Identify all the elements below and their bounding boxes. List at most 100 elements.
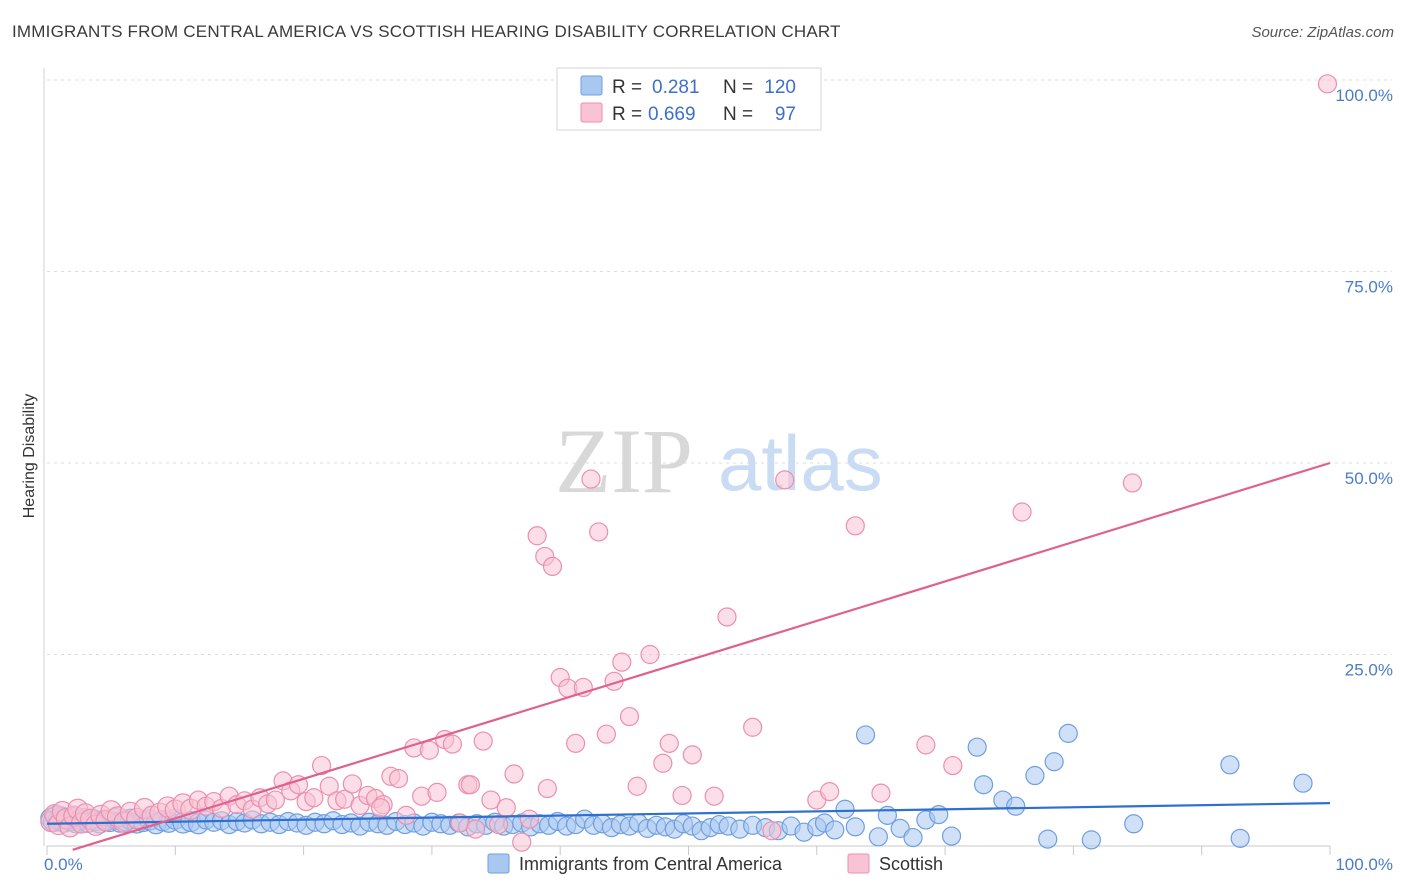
y-tick-label-75: 75.0% — [1345, 278, 1393, 297]
point-central-america-111 — [967, 737, 987, 757]
point-scottish-87 — [672, 785, 692, 806]
point-scottish-41 — [304, 788, 324, 808]
source-label: Source: ZipAtlas.com — [1251, 24, 1394, 41]
point-central-america-104 — [868, 827, 888, 847]
point-scottish-91 — [743, 717, 763, 737]
point-central-america-120 — [1124, 814, 1144, 834]
point-scottish-97 — [871, 783, 891, 803]
point-scottish-56 — [419, 740, 439, 760]
bottom-legend-swatch-pink — [847, 853, 870, 874]
point-scottish-99 — [943, 755, 963, 776]
y-tick-label-100: 100.0% — [1335, 86, 1393, 105]
legend-n-value-pink: 97 — [775, 104, 796, 125]
point-central-america-119 — [1081, 830, 1101, 850]
point-scottish-66 — [496, 798, 516, 818]
point-scottish-86 — [659, 733, 679, 753]
legend-top: R = 0.281 N = 120 R = 0.669 N = 97 — [556, 67, 822, 131]
legend-swatch-pink — [580, 102, 603, 123]
watermark-atlas: atlas — [718, 419, 883, 507]
point-central-america-112 — [973, 775, 994, 795]
point-scottish-65 — [489, 814, 509, 835]
point-central-america-116 — [1038, 829, 1058, 849]
point-central-america-115 — [1025, 765, 1045, 786]
x-tick-label-min: 0.0% — [44, 855, 83, 874]
point-central-america-100 — [825, 820, 845, 840]
point-scottish-98 — [916, 735, 936, 755]
point-scottish-85 — [653, 753, 673, 773]
point-central-america-101 — [835, 799, 855, 819]
legend-bottom: Immigrants from Central America Scottish — [487, 853, 943, 874]
point-central-america-110 — [941, 826, 962, 846]
point-scottish-62 — [465, 819, 486, 839]
point-scottish-75 — [565, 733, 586, 753]
point-central-america-114 — [1006, 796, 1026, 816]
point-scottish-83 — [627, 776, 647, 796]
point-scottish-39 — [288, 775, 309, 795]
trend-lines — [46, 461, 1331, 851]
y-tick-labels: 25.0% 50.0% 75.0% 100.0% — [1335, 86, 1393, 680]
legend-r-label-blue: R = — [612, 77, 642, 98]
legend-r-value-blue: 0.281 — [652, 77, 700, 98]
point-scottish-42 — [311, 755, 332, 776]
point-scottish-105 — [537, 778, 557, 799]
point-scottish-68 — [512, 832, 532, 852]
point-scottish-101 — [1122, 473, 1143, 493]
x-tick-label-max: 100.0% — [1335, 855, 1393, 874]
bottom-legend-swatch-blue — [487, 853, 510, 874]
point-scottish-93 — [775, 470, 795, 490]
point-scottish-104 — [460, 775, 480, 795]
point-scottish-88 — [682, 745, 702, 765]
point-central-america-107 — [903, 827, 923, 848]
watermark-zip: ZIP — [555, 410, 693, 512]
point-scottish-92 — [762, 821, 782, 841]
point-central-america-102 — [845, 817, 865, 837]
data-points — [40, 74, 1338, 852]
y-tick-label-50: 50.0% — [1345, 469, 1393, 488]
point-scottish-67 — [504, 764, 524, 784]
point-central-america-121 — [1220, 755, 1240, 775]
point-scottish-46 — [342, 774, 362, 794]
point-scottish-72 — [542, 556, 563, 577]
point-scottish-81 — [612, 652, 632, 672]
point-central-america-123 — [1293, 773, 1313, 793]
point-scottish-57 — [427, 782, 447, 802]
trend-line-scottish — [72, 461, 1331, 851]
point-scottish-52 — [388, 768, 409, 789]
point-scottish-96 — [845, 516, 865, 536]
legend-n-label-pink: N = — [723, 104, 753, 125]
point-scottish-59 — [442, 734, 463, 754]
trend-line-central-america — [46, 802, 1331, 825]
point-scottish-77 — [581, 469, 601, 489]
point-scottish-90 — [717, 607, 737, 627]
grid-lines — [47, 79, 1392, 655]
point-scottish-70 — [527, 526, 547, 546]
bottom-legend-label-blue: Immigrants from Central America — [519, 854, 783, 874]
point-scottish-95 — [820, 782, 840, 802]
y-axis-label: Hearing Disability — [21, 394, 38, 519]
point-scottish-79 — [596, 724, 616, 744]
point-scottish-102 — [1317, 74, 1338, 94]
point-scottish-63 — [473, 731, 493, 751]
point-scottish-82 — [619, 706, 640, 727]
point-central-america-122 — [1230, 828, 1250, 848]
point-scottish-53 — [396, 805, 416, 825]
legend-n-label-blue: N = — [723, 77, 753, 98]
legend-swatch-blue — [580, 75, 603, 96]
point-central-america-118 — [1058, 723, 1078, 743]
x-axis-ticks — [46, 846, 1331, 855]
legend-r-label-pink: R = — [612, 104, 642, 125]
point-scottish-36 — [265, 790, 285, 810]
point-scottish-69 — [519, 809, 540, 829]
bottom-legend-label-pink: Scottish — [879, 854, 943, 874]
point-scottish-78 — [589, 522, 609, 542]
point-scottish-89 — [704, 786, 724, 806]
point-scottish-103 — [370, 798, 391, 818]
legend-r-value-pink: 0.669 — [648, 104, 696, 125]
point-scottish-64 — [481, 790, 501, 810]
y-tick-label-25: 25.0% — [1345, 661, 1393, 680]
point-scottish-100 — [1012, 502, 1032, 522]
point-scottish-84 — [640, 644, 660, 665]
point-central-america-117 — [1044, 752, 1064, 772]
chart-title: IMMIGRANTS FROM CENTRAL AMERICA VS SCOTT… — [12, 22, 841, 41]
